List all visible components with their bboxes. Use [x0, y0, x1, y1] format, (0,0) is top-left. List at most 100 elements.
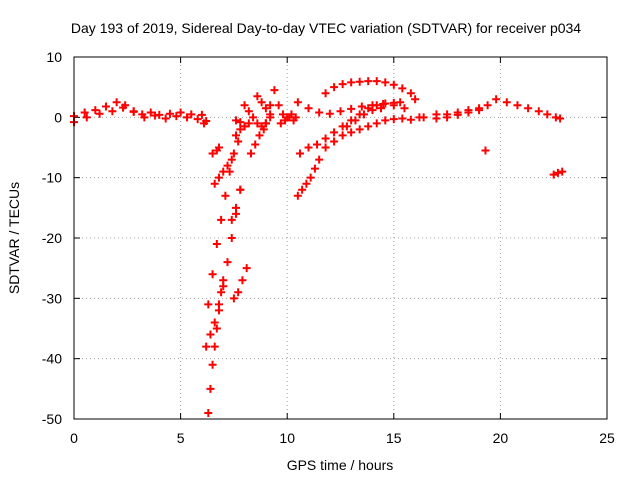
data-point — [492, 95, 501, 104]
x-tick-labels: 0 5 10 15 20 25 — [70, 430, 615, 446]
data-point — [411, 95, 420, 104]
data-point — [238, 276, 247, 285]
data-point — [221, 191, 230, 200]
data-point — [214, 143, 223, 152]
data-point — [219, 276, 228, 285]
data-point — [161, 114, 170, 123]
data-point — [236, 125, 245, 134]
data-point — [204, 300, 213, 309]
data-point — [355, 125, 364, 134]
data-point — [108, 107, 117, 116]
data-point — [321, 134, 330, 143]
data-point — [227, 155, 236, 164]
data-point — [276, 119, 285, 128]
data-point — [304, 143, 313, 152]
data-point — [246, 149, 255, 158]
data-point — [197, 110, 206, 119]
data-point — [240, 101, 249, 110]
series-arc-14 — [253, 92, 275, 119]
data-point — [364, 122, 373, 131]
series-arc-3 — [208, 143, 223, 158]
data-point — [406, 115, 415, 124]
data-point — [236, 185, 245, 194]
y-tick-label: 10 — [46, 49, 62, 65]
data-point — [549, 170, 558, 179]
data-point — [240, 122, 249, 131]
data-point — [377, 104, 386, 113]
data-point — [553, 168, 562, 177]
data-point — [281, 116, 290, 125]
data-point — [112, 98, 121, 107]
data-point — [381, 116, 390, 125]
data-point — [187, 110, 196, 119]
data-point — [266, 110, 275, 119]
data-point — [274, 101, 283, 110]
data-point — [229, 149, 238, 158]
series-arc-26 — [481, 146, 490, 155]
data-point — [432, 114, 441, 123]
data-point — [551, 113, 560, 122]
data-point — [206, 330, 215, 339]
data-point — [400, 104, 409, 113]
y-tick-label: -10 — [42, 170, 62, 186]
data-point — [325, 109, 334, 118]
data-point — [82, 113, 91, 122]
data-point — [396, 98, 405, 107]
data-point — [212, 324, 221, 333]
data-point — [151, 111, 160, 120]
y-tick-label: 0 — [54, 109, 62, 125]
x-tick-label: 25 — [599, 430, 615, 446]
data-point — [270, 86, 279, 95]
data-point — [453, 110, 462, 119]
data-point — [255, 131, 264, 140]
series-arc-5 — [202, 185, 245, 351]
data-point — [227, 234, 236, 242]
data-point — [389, 115, 398, 124]
series-arc-21 — [321, 114, 415, 152]
data-point — [257, 98, 266, 107]
data-point — [389, 80, 398, 89]
data-point — [351, 116, 360, 125]
series-arc-2 — [70, 103, 209, 128]
series-arc-9 — [229, 264, 251, 303]
data-point — [443, 113, 452, 122]
data-point — [251, 140, 260, 149]
data-point — [261, 104, 270, 113]
data-point — [364, 77, 373, 86]
data-point — [119, 103, 128, 112]
data-point — [513, 101, 522, 110]
data-point — [293, 191, 302, 200]
y-tick-label: -30 — [42, 290, 62, 306]
data-point — [200, 119, 209, 128]
series-arc-25 — [432, 106, 484, 123]
data-point — [289, 116, 298, 125]
data-point — [464, 108, 473, 117]
data-point — [229, 294, 238, 303]
data-point — [338, 80, 347, 89]
series-arc-11 — [232, 119, 253, 140]
data-point — [176, 108, 185, 117]
x-tick-label: 0 — [70, 430, 78, 446]
data-point — [219, 167, 228, 176]
data-point — [223, 161, 232, 170]
data-point — [80, 108, 89, 117]
series-arc-18 — [321, 77, 420, 104]
data-point — [310, 164, 319, 173]
data-point — [214, 306, 223, 315]
data-point — [129, 107, 138, 116]
data-point — [146, 108, 155, 117]
plot-frame — [73, 56, 608, 420]
data-point — [304, 104, 313, 113]
data-point — [313, 140, 322, 149]
series-arc-27 — [492, 95, 565, 123]
data-point — [381, 99, 390, 108]
data-point — [364, 104, 373, 113]
data-point — [502, 98, 511, 107]
series-arc-19 — [293, 155, 324, 200]
data-point — [278, 110, 287, 119]
data-point — [253, 92, 262, 101]
data-point — [298, 185, 307, 194]
series-arc-23 — [415, 113, 428, 122]
data-point — [212, 240, 221, 249]
